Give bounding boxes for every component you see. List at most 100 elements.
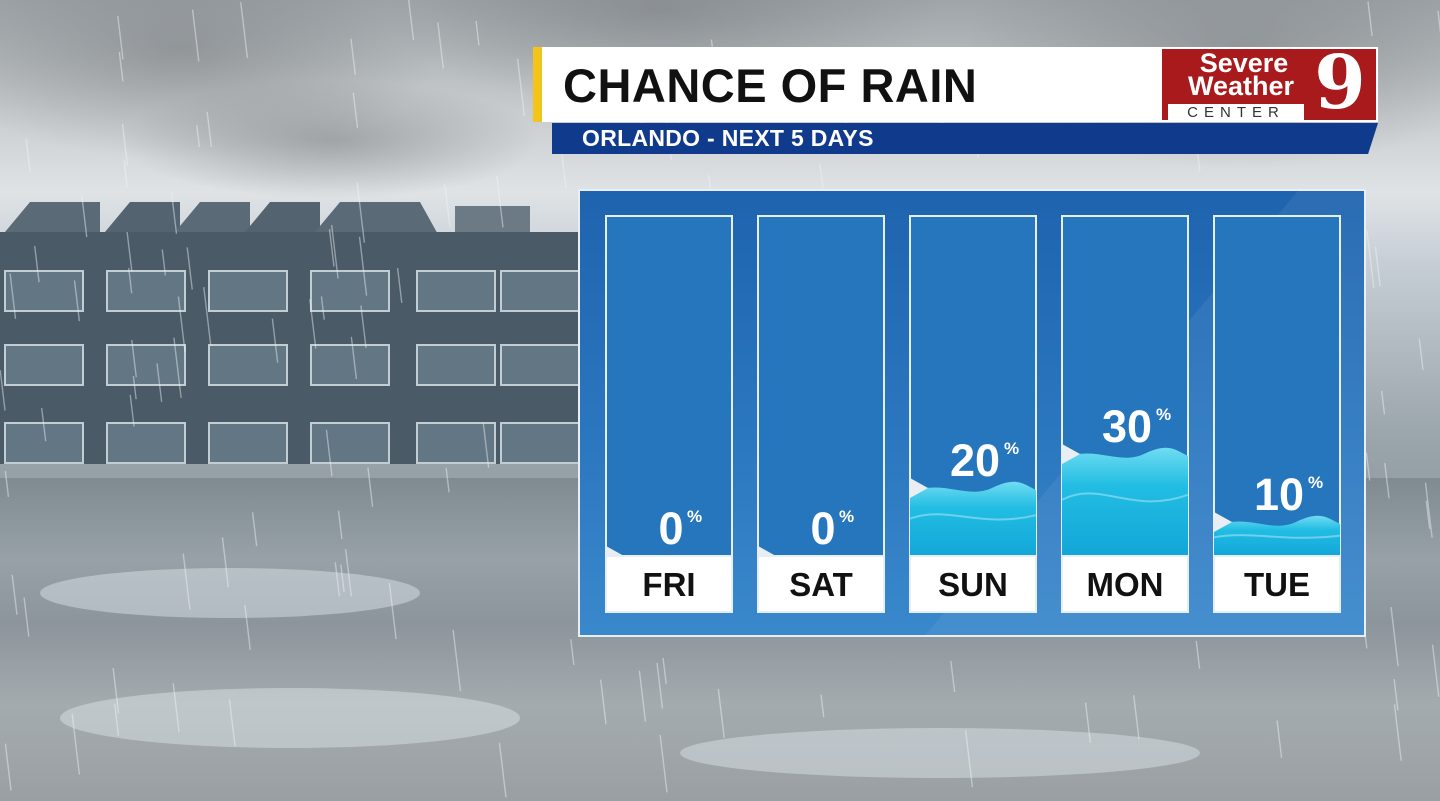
rain-streak <box>1084 702 1092 743</box>
rain-streak <box>325 429 333 477</box>
rain-streak <box>117 15 124 60</box>
rain-streak <box>356 182 366 243</box>
value-label: 10 <box>1254 469 1304 520</box>
rain-streak <box>203 287 212 347</box>
rain-streak <box>221 537 230 588</box>
rain-streak <box>1380 390 1386 415</box>
rain-streak <box>23 597 30 637</box>
rain-streak <box>118 51 124 82</box>
rain-streak <box>271 318 279 363</box>
column-background <box>605 215 733 557</box>
value-label: 0 <box>810 503 835 554</box>
rain-streak <box>662 657 667 685</box>
rain-streak <box>1425 500 1431 529</box>
rain-streak <box>173 337 182 398</box>
rain-streak <box>352 92 359 128</box>
logo-line-severe: Severe <box>1199 48 1289 78</box>
day-column-mon: 30 % MON <box>1061 215 1189 613</box>
day-label-box <box>1061 555 1189 613</box>
rain-chance-bar <box>1214 515 1340 556</box>
rain-streak <box>1365 452 1371 481</box>
rain-streak <box>1195 640 1201 669</box>
rain-streak <box>112 667 120 714</box>
building-roof <box>0 198 580 238</box>
day-label: MON <box>1087 566 1164 603</box>
rain-streak <box>228 699 236 747</box>
building-window <box>208 270 288 312</box>
rain-streak <box>177 296 186 352</box>
day-column-tue: 10 % TUE <box>1213 215 1341 613</box>
rain-streak <box>73 280 81 322</box>
rain-streak <box>638 670 647 722</box>
rain-streak <box>717 688 725 739</box>
column-background <box>1213 215 1341 557</box>
building-window <box>310 344 390 386</box>
logo-line-weather: Weather <box>1187 71 1295 101</box>
day-label: FRI <box>642 566 695 603</box>
rain-streak <box>196 124 201 148</box>
rain-streak <box>127 267 133 294</box>
rain-streak <box>1390 606 1399 667</box>
rain-streak <box>1374 246 1381 287</box>
water-ripple <box>1061 492 1189 503</box>
rain-streak <box>1424 482 1433 538</box>
rain-streak <box>113 703 120 736</box>
rain-streak <box>516 58 526 116</box>
rain-streak <box>388 582 397 640</box>
title-box <box>533 47 1163 122</box>
building-window <box>4 270 84 312</box>
rain-streak <box>337 510 343 540</box>
rain-streak <box>172 683 180 732</box>
storm-cloud <box>120 80 540 200</box>
rain-streak <box>81 195 88 238</box>
rain-streak <box>182 553 191 610</box>
rain-chance-bar <box>1062 447 1188 556</box>
day-column-fri: 0 % FRI <box>605 215 733 613</box>
building-window <box>106 422 186 464</box>
day-column-sun: 20 % SUN <box>909 215 1037 613</box>
day-label-box <box>757 555 885 613</box>
percent-sign: % <box>1004 439 1019 458</box>
day-label: SUN <box>938 566 1008 603</box>
rain-streak <box>1437 10 1440 34</box>
rain-streak <box>1393 704 1402 761</box>
building-window <box>310 422 390 464</box>
rain-streak <box>358 236 368 296</box>
rain-streak <box>191 9 200 62</box>
rain-streak <box>964 730 974 788</box>
level-pointer <box>910 478 928 498</box>
percent-sign: % <box>687 507 702 526</box>
rain-streak <box>1276 720 1283 758</box>
building-window <box>416 344 496 386</box>
rain-streak <box>328 229 335 267</box>
rain-streak <box>950 660 956 693</box>
rain-streak <box>156 363 163 402</box>
rain-streak <box>129 394 135 427</box>
rain-streak <box>350 38 356 75</box>
rain-streak <box>132 375 137 400</box>
rain-streak <box>4 743 12 791</box>
day-column-sat: 0 % SAT <box>757 215 885 613</box>
percent-sign: % <box>839 507 854 526</box>
rain-streak <box>131 339 137 378</box>
rain-streak <box>444 184 451 228</box>
roof-segment <box>170 202 250 238</box>
rain-streak <box>4 470 10 497</box>
day-label: SAT <box>789 566 853 603</box>
building-window <box>500 422 580 464</box>
rain-streak <box>496 176 504 228</box>
day-label-box <box>909 555 1037 613</box>
rain-streak <box>251 512 258 547</box>
page-subtitle: ORLANDO - NEXT 5 DAYS <box>582 125 874 151</box>
title-accent-stripe <box>533 47 542 122</box>
logo-channel-number: 9 <box>1314 40 1366 126</box>
rain-streak <box>1367 1 1373 37</box>
level-pointer <box>1214 512 1232 532</box>
rain-streak <box>334 562 341 597</box>
building-window <box>106 270 186 312</box>
rain-streak <box>170 192 178 234</box>
rain-streak <box>656 662 664 709</box>
roof-segment <box>310 202 440 238</box>
rain-streak <box>9 273 17 319</box>
rain-streak <box>34 245 40 283</box>
